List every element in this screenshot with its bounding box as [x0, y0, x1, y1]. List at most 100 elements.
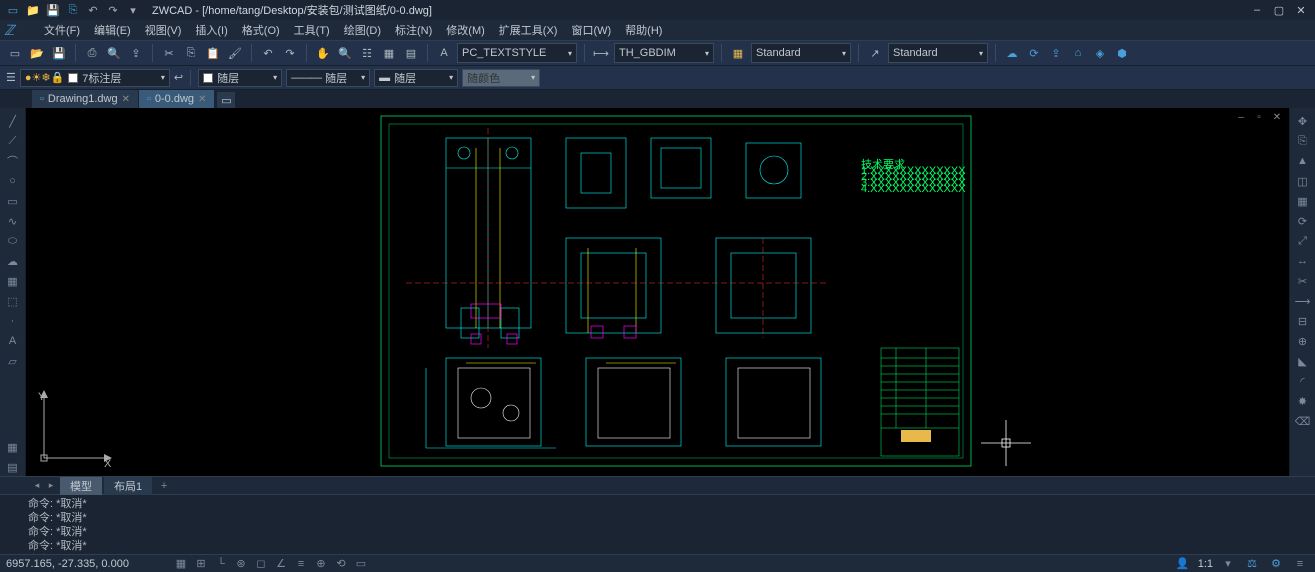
lineweight-dropdown[interactable]: ▬ 随层 ▾	[374, 69, 458, 87]
text-icon[interactable]: A	[3, 332, 23, 350]
undo-icon[interactable]: ↶	[259, 44, 277, 62]
sync-icon[interactable]: ⟳	[1025, 44, 1043, 62]
pan-icon[interactable]: ✋	[314, 44, 332, 62]
drawing-canvas[interactable]: – ▫ ✕	[26, 108, 1289, 476]
new-document-tab[interactable]: ▭	[217, 92, 235, 108]
command-panel[interactable]: 命令: *取消* 命令: *取消* 命令: *取消* 命令: *取消* 命令:	[0, 494, 1315, 554]
save-icon[interactable]: 💾	[50, 44, 68, 62]
menu-view[interactable]: 视图(V)	[139, 20, 188, 40]
cloud-icon[interactable]: ☁	[1003, 44, 1021, 62]
layout-tab-model[interactable]: 模型	[60, 477, 102, 495]
color-dropdown[interactable]: 随层 ▾	[198, 69, 282, 87]
copy-icon[interactable]: ⎘	[1293, 132, 1313, 150]
add-layout-icon[interactable]: +	[156, 479, 172, 493]
arc-icon[interactable]: ⌒	[3, 152, 23, 170]
app2-icon[interactable]: ⬢	[1113, 44, 1131, 62]
explode-icon[interactable]: ✸	[1293, 392, 1313, 410]
close-button[interactable]: ✕	[1291, 2, 1311, 18]
osnap-toggle-icon[interactable]: ◻	[252, 557, 270, 571]
array-icon[interactable]: ▦	[1293, 192, 1313, 210]
layer-dropdown[interactable]: ●☀❄🔒 7标注层 ▾	[20, 69, 170, 87]
annotation-scale-icon[interactable]: ⚖	[1243, 557, 1261, 571]
lwt-toggle-icon[interactable]: ≡	[292, 557, 310, 571]
qat-dropdown-icon[interactable]: ▾	[124, 2, 142, 18]
scale-icon[interactable]: ⤢	[1293, 232, 1313, 250]
minimize-button[interactable]: –	[1247, 2, 1267, 18]
new-icon[interactable]: ▭	[6, 44, 24, 62]
mirror-icon[interactable]: ▲	[1293, 152, 1313, 170]
model-toggle-icon[interactable]: ▭	[352, 557, 370, 571]
break-icon[interactable]: ⊟	[1293, 312, 1313, 330]
scale-dropdown-icon[interactable]: ▾	[1219, 557, 1237, 571]
close-tab-icon[interactable]: ✕	[198, 94, 206, 105]
dimstyle-dropdown[interactable]: TH_GBDIM ▾	[614, 43, 714, 63]
polar-toggle-icon[interactable]: ⊛	[232, 557, 250, 571]
otrack-toggle-icon[interactable]: ∠	[272, 557, 290, 571]
redo-icon[interactable]: ↷	[281, 44, 299, 62]
maximize-button[interactable]: ▢	[1269, 2, 1289, 18]
menu-edit[interactable]: 编辑(E)	[88, 20, 137, 40]
table-icon[interactable]: ▦	[3, 438, 23, 456]
line-icon[interactable]: ╱	[3, 112, 23, 130]
dimstyle-icon[interactable]: ⟼	[592, 44, 610, 62]
extend-icon[interactable]: ⟶	[1293, 292, 1313, 310]
move-icon[interactable]: ✥	[1293, 112, 1313, 130]
grid-toggle-icon[interactable]: ▦	[172, 557, 190, 571]
join-icon[interactable]: ⊕	[1293, 332, 1313, 350]
tablestyle-icon[interactable]: ▦	[729, 44, 747, 62]
qat-undo-icon[interactable]: ↶	[84, 2, 102, 18]
mleaderstyle-icon[interactable]: ↗	[866, 44, 884, 62]
erase-icon[interactable]: ⌫	[1293, 412, 1313, 430]
tablestyle-dropdown[interactable]: Standard ▾	[751, 43, 851, 63]
close-tab-icon[interactable]: ✕	[122, 94, 130, 105]
textstyle-icon[interactable]: A	[435, 44, 453, 62]
menu-window[interactable]: 窗口(W)	[565, 20, 617, 40]
command-icon[interactable]: ▤	[3, 458, 23, 476]
plotstyle-dropdown[interactable]: 随颜色 ▾	[462, 69, 540, 87]
ortho-toggle-icon[interactable]: └	[212, 557, 230, 571]
menu-express[interactable]: 扩展工具(X)	[493, 20, 564, 40]
linetype-dropdown[interactable]: ——— 随层 ▾	[286, 69, 370, 87]
cycle-toggle-icon[interactable]: ⟲	[332, 557, 350, 571]
zoom-icon[interactable]: 🔍	[336, 44, 354, 62]
home-icon[interactable]: ⌂	[1069, 44, 1087, 62]
tool-palette-icon[interactable]: ▤	[402, 44, 420, 62]
fillet-icon[interactable]: ◜	[1293, 372, 1313, 390]
app-logo-icon[interactable]: ℤ	[4, 22, 32, 40]
cut-icon[interactable]: ✂	[160, 44, 178, 62]
workspace-icon[interactable]: ⚙	[1267, 557, 1285, 571]
document-tab[interactable]: ▫ Drawing1.dwg ✕	[32, 90, 139, 108]
qat-save-icon[interactable]: 💾	[44, 2, 62, 18]
menu-draw[interactable]: 绘图(D)	[338, 20, 387, 40]
share-icon[interactable]: ⇪	[1047, 44, 1065, 62]
preview-icon[interactable]: 🔍	[105, 44, 123, 62]
user-icon[interactable]: 👤	[1174, 557, 1192, 571]
menu-insert[interactable]: 插入(I)	[189, 20, 233, 40]
publish-icon[interactable]: ⇪	[127, 44, 145, 62]
dyn-toggle-icon[interactable]: ⊕	[312, 557, 330, 571]
circle-icon[interactable]: ○	[3, 172, 23, 190]
paste-icon[interactable]: 📋	[204, 44, 222, 62]
ellipse-icon[interactable]: ⬭	[3, 232, 23, 250]
layer-previous-icon[interactable]: ↩	[174, 71, 183, 84]
block-icon[interactable]: ⬚	[3, 292, 23, 310]
matchprop-icon[interactable]: 🖌	[226, 44, 244, 62]
stretch-icon[interactable]: ↔	[1293, 252, 1313, 270]
offset-icon[interactable]: ◫	[1293, 172, 1313, 190]
rectangle-icon[interactable]: ▭	[3, 192, 23, 210]
menu-dimension[interactable]: 标注(N)	[389, 20, 438, 40]
app1-icon[interactable]: ◈	[1091, 44, 1109, 62]
menu-tools[interactable]: 工具(T)	[288, 20, 336, 40]
rotate-icon[interactable]: ⟳	[1293, 212, 1313, 230]
cloud-icon[interactable]: ☁	[3, 252, 23, 270]
menu-format[interactable]: 格式(O)	[236, 20, 286, 40]
document-tab[interactable]: ▫ 0-0.dwg ✕	[139, 90, 215, 108]
qat-new-icon[interactable]: ▭	[4, 2, 22, 18]
qat-open-icon[interactable]: 📁	[24, 2, 42, 18]
spline-icon[interactable]: ∿	[3, 212, 23, 230]
region-icon[interactable]: ▱	[3, 352, 23, 370]
textstyle-dropdown[interactable]: PC_TEXTSTYLE ▾	[457, 43, 577, 63]
menu-file[interactable]: 文件(F)	[38, 20, 86, 40]
layer-manager-icon[interactable]: ☰	[6, 71, 16, 84]
plot-icon[interactable]: ⎙	[83, 44, 101, 62]
